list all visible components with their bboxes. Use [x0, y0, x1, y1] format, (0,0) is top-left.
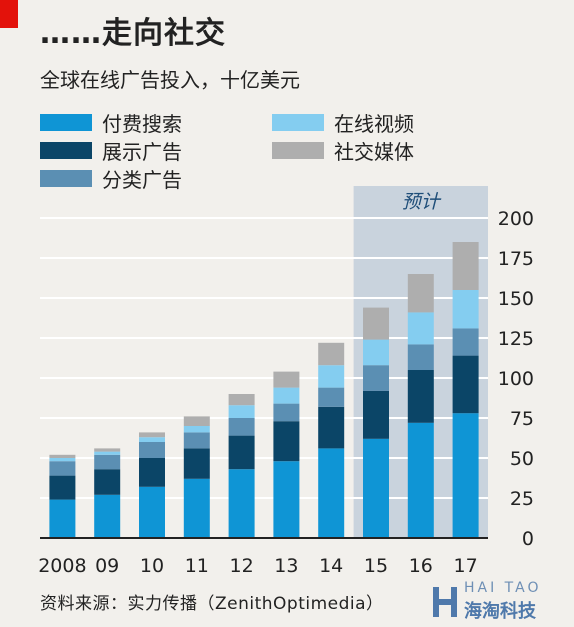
legend-swatch-social-media [272, 142, 324, 159]
bar-segment [318, 387, 345, 407]
bar-segment [318, 448, 345, 538]
y-tick-label: 125 [498, 328, 534, 350]
bar-segment [273, 387, 300, 404]
legend-swatch-display [40, 142, 92, 159]
x-tick-label: 13 [274, 555, 298, 577]
bar-segment [318, 406, 345, 449]
bar-segment [363, 365, 389, 391]
bar-segment [452, 413, 479, 538]
bar-segment [49, 458, 76, 462]
bar-segment [228, 435, 255, 470]
x-tick-label: 2008 [38, 555, 86, 577]
bar-segment [49, 499, 76, 538]
watermark-line2: 海淘科技 [464, 601, 536, 622]
legend-item-social-media: 社交媒体 [272, 136, 414, 165]
legend-item-display: 展示广告 [40, 136, 182, 165]
legend-swatch-paid-search [40, 114, 92, 131]
bar-segment [228, 405, 255, 418]
bar-segment [139, 442, 165, 458]
y-tick-label: 25 [510, 488, 534, 510]
bar-segment [94, 448, 121, 452]
bar-segment [363, 438, 389, 538]
bar-segment [139, 432, 165, 438]
y-tick-label: 100 [498, 368, 534, 390]
bar-segment [407, 344, 434, 370]
legend-label-classified: 分类广告 [102, 168, 182, 192]
bar-segment [363, 307, 389, 340]
bar-segment [452, 328, 479, 356]
bar-segment [94, 451, 121, 455]
stacked-bar-chart: 预计 0 25 50 75 100 125 150 175 200 2008 09 10 11 12 13 14… [38, 186, 534, 577]
y-tick-label: 150 [498, 288, 534, 310]
bar-segment [139, 458, 165, 487]
bar-segment [452, 290, 479, 329]
legend-item-classified: 分类广告 [40, 164, 182, 193]
bar-segment [94, 494, 121, 538]
legend-label-social-media: 社交媒体 [334, 140, 414, 164]
legend-swatch-online-video [272, 114, 324, 131]
bar-segment [183, 426, 210, 433]
bar-segment [452, 355, 479, 414]
bar-segment [49, 475, 76, 500]
bar-segment [318, 342, 345, 366]
legend-label-display: 展示广告 [102, 140, 182, 164]
bar-segment [49, 461, 76, 476]
bar-segment [363, 390, 389, 439]
x-tick-label: 17 [454, 555, 478, 577]
x-tick-label: 12 [230, 555, 254, 577]
bar-segment [183, 478, 210, 538]
x-tick-label: 11 [185, 555, 209, 577]
bar-segment [363, 339, 389, 366]
chart-title: ……走向社交 [40, 16, 226, 51]
bar-segment [183, 432, 210, 449]
bar-segment [407, 312, 434, 345]
bar-segment [228, 418, 255, 436]
bar-segment [273, 403, 300, 422]
watermark-logo-icon [433, 587, 457, 617]
y-tick-label: 0 [522, 528, 534, 550]
y-tick-label: 200 [498, 208, 534, 230]
x-tick-label: 15 [364, 555, 388, 577]
y-tick-label: 75 [510, 408, 534, 430]
chart-legend: 付费搜索 在线视频 展示广告 社交媒体 分类广告 [40, 108, 460, 192]
x-tick-label: 10 [140, 555, 164, 577]
bar-segment [228, 394, 255, 406]
source-note: 资料来源：实力传播（ZenithOptimedia） [40, 594, 384, 614]
legend-swatch-classified [40, 170, 92, 187]
x-tick-label: 09 [95, 555, 119, 577]
bar-segment [228, 469, 255, 538]
bar-segment [273, 371, 300, 388]
watermark-line1: HAI TAO [464, 580, 542, 596]
accent-bar [0, 0, 18, 28]
bar-segment [318, 365, 345, 388]
legend-label-online-video: 在线视频 [334, 112, 414, 136]
chart-subtitle: 全球在线广告投入，十亿美元 [40, 68, 300, 92]
bar-segment [94, 454, 121, 470]
y-tick-label: 50 [510, 448, 534, 470]
bar-segment [94, 469, 121, 495]
x-tick-label: 16 [409, 555, 433, 577]
forecast-label: 预计 [402, 191, 442, 213]
legend-item-online-video: 在线视频 [272, 108, 414, 137]
bar-segment [139, 437, 165, 442]
bar-segment [407, 370, 434, 423]
bar-segment [452, 242, 479, 290]
bar-segment [139, 486, 165, 538]
bar-segment [183, 448, 210, 479]
x-tick-label: 14 [319, 555, 343, 577]
bar-segment [49, 454, 76, 458]
bar-segment [273, 461, 300, 538]
legend-item-paid-search: 付费搜索 [40, 108, 182, 137]
bar-segment [183, 416, 210, 426]
legend-label-paid-search: 付费搜索 [102, 112, 182, 136]
y-tick-label: 175 [498, 248, 534, 270]
bar-segment [407, 274, 434, 313]
watermark: HAI TAO 海淘科技 [430, 580, 570, 624]
bar-segment [273, 421, 300, 462]
bar-segment [407, 422, 434, 538]
